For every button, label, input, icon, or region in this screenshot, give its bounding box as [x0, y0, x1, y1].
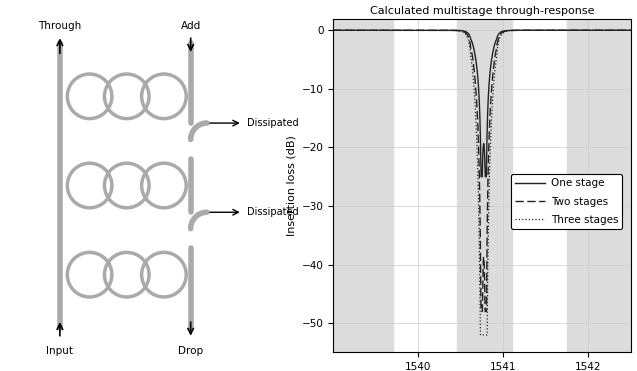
Title: Calculated multistage through-response: Calculated multistage through-response [369, 6, 594, 16]
Text: Input: Input [47, 346, 73, 356]
Bar [567, 19, 631, 352]
Y-axis label: Insertion loss (dB): Insertion loss (dB) [286, 135, 296, 236]
Text: Drop: Drop [178, 346, 203, 356]
Text: Through: Through [38, 21, 82, 31]
Bar [457, 19, 512, 352]
Text: Dissipated: Dissipated [247, 207, 299, 217]
Text: Add: Add [180, 21, 201, 31]
Bar [333, 19, 393, 352]
Legend: One stage, Two stages, Three stages: One stage, Two stages, Three stages [512, 174, 622, 229]
Text: Dissipated: Dissipated [247, 118, 299, 128]
